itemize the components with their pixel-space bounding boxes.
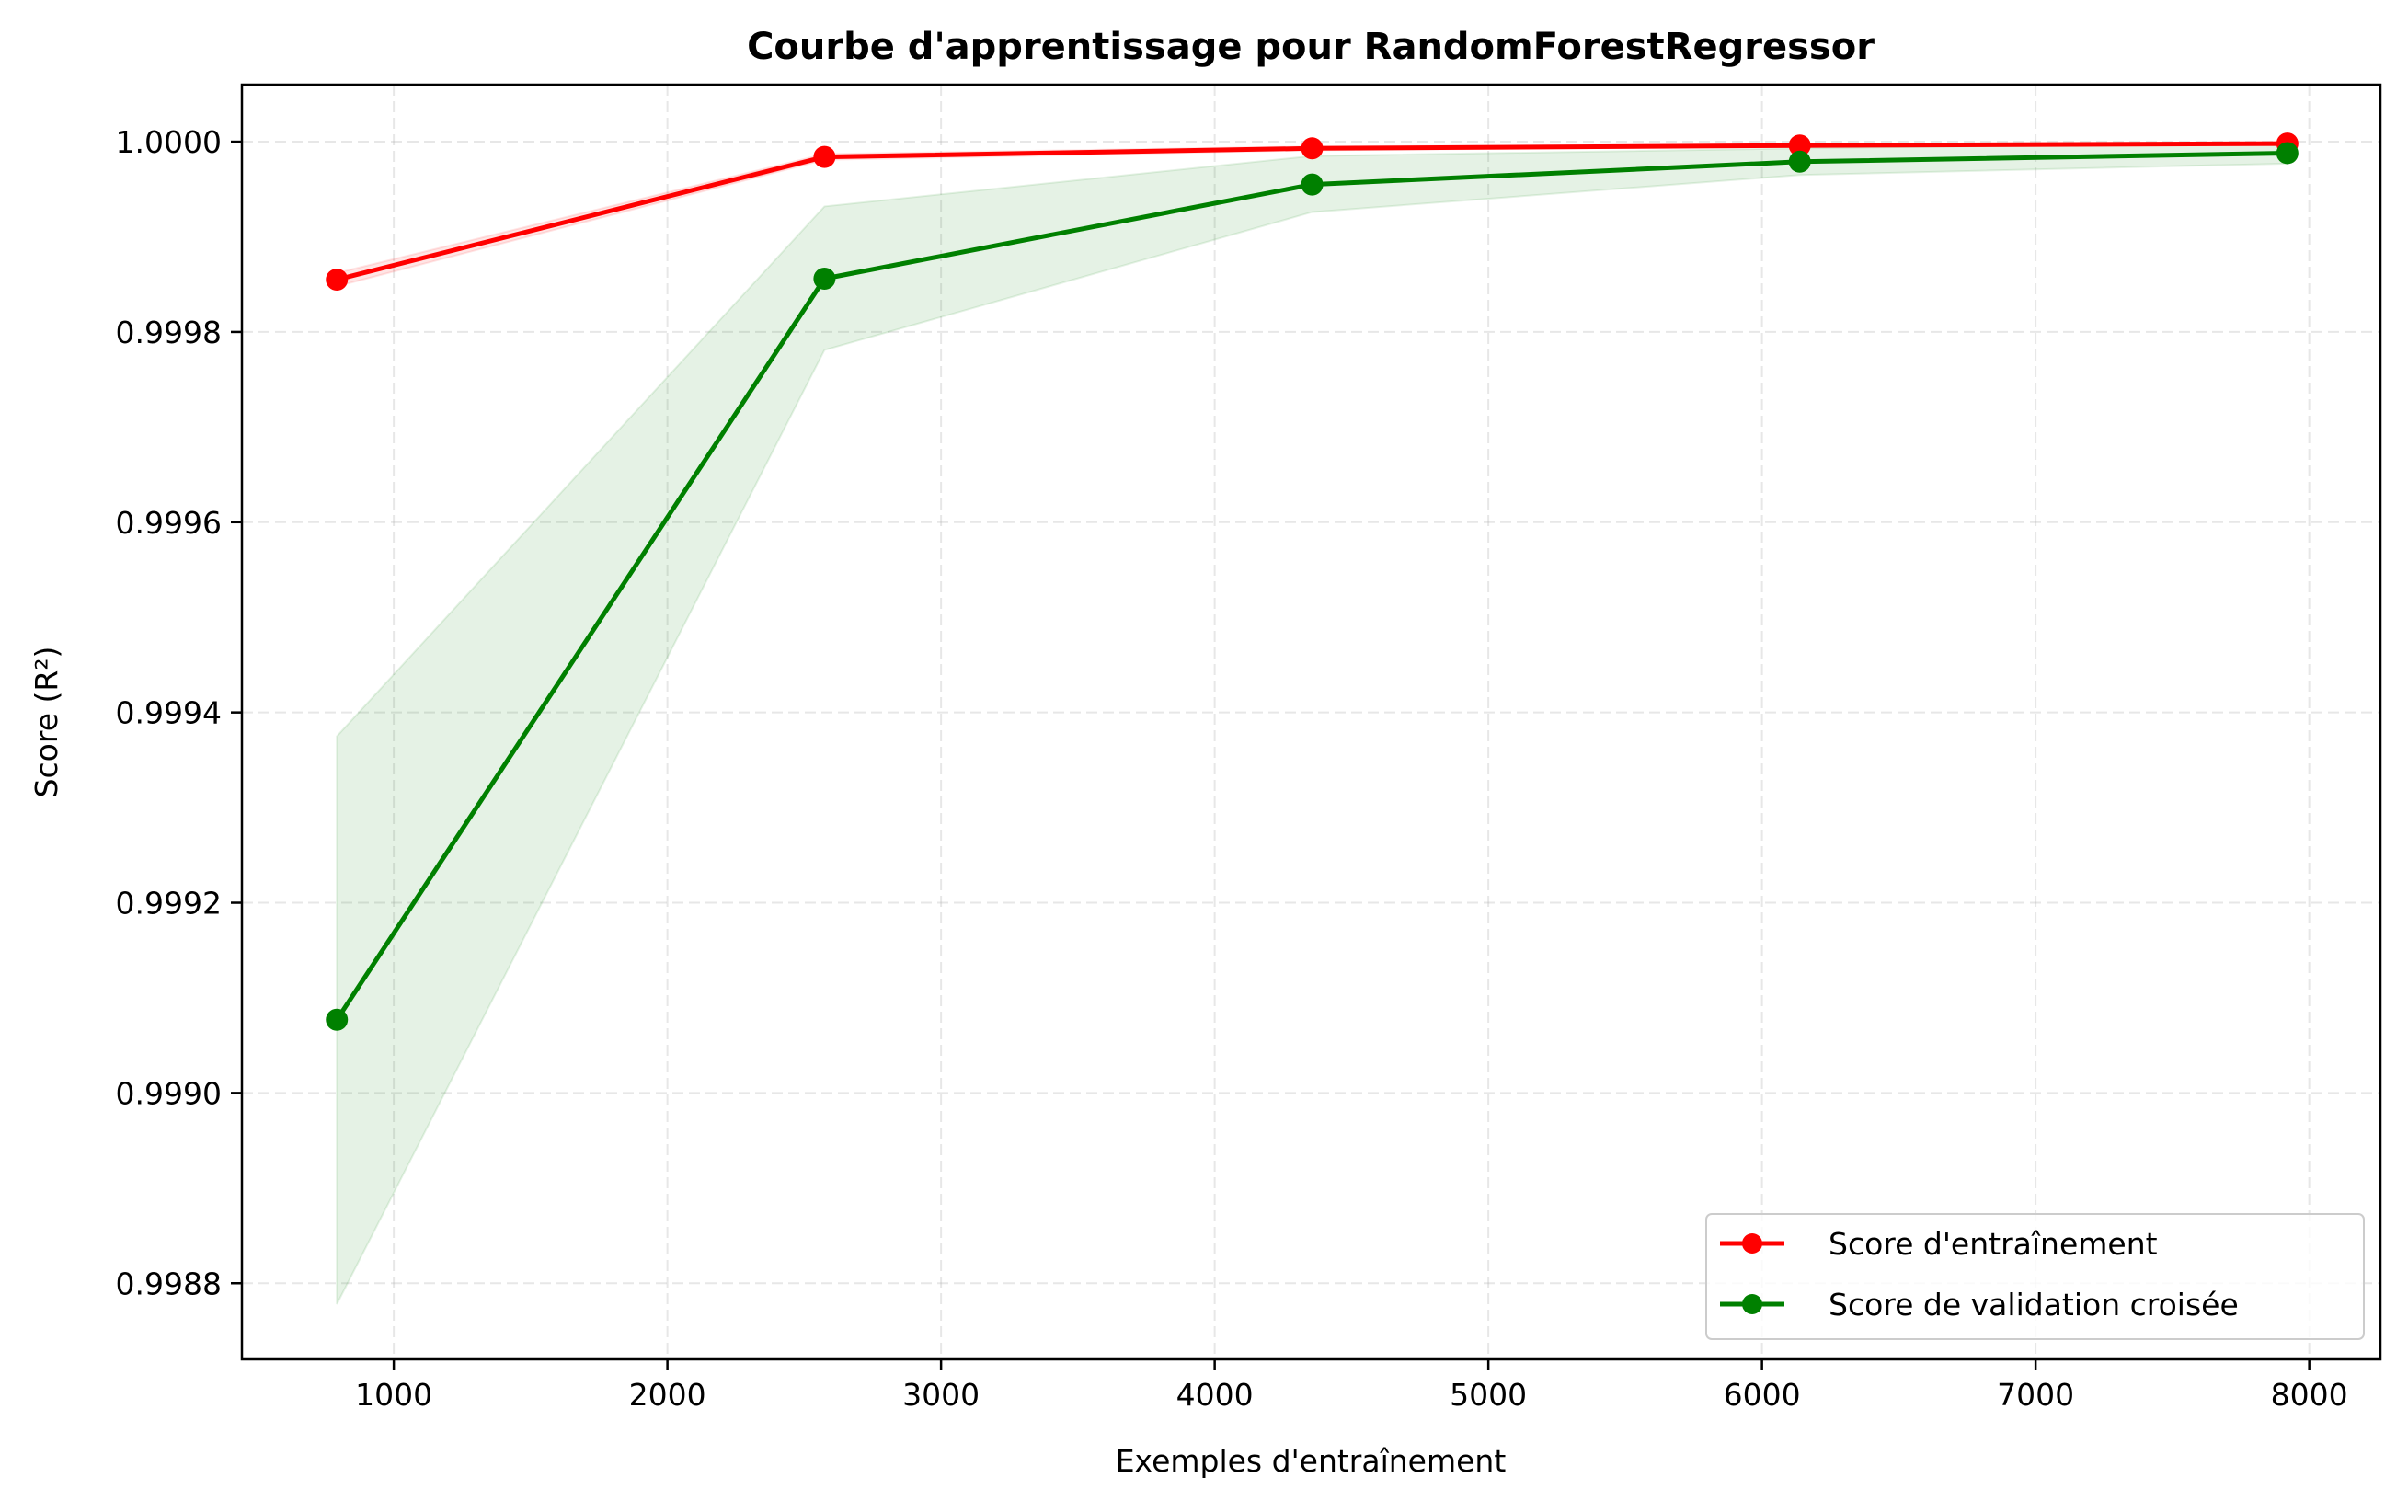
y-tick-label: 1.0000 [116, 124, 222, 160]
data-point-validation [1301, 173, 1324, 196]
legend-marker-validation [1742, 1294, 1762, 1314]
chart-title: Courbe d'apprentissage pour RandomForest… [747, 26, 1875, 68]
x-tick-label: 4000 [1176, 1377, 1254, 1413]
x-tick-label: 1000 [355, 1377, 432, 1413]
x-tick-label: 7000 [1997, 1377, 2074, 1413]
data-point-validation [2276, 142, 2299, 165]
y-tick-label: 0.9990 [116, 1075, 222, 1111]
data-point-train [813, 145, 836, 168]
x-tick-label: 8000 [2271, 1377, 2348, 1413]
y-tick-label: 0.9996 [116, 505, 222, 541]
data-point-validation [813, 268, 836, 291]
x-tick-label: 3000 [902, 1377, 980, 1413]
legend-marker-train [1742, 1233, 1762, 1254]
legend-label-validation: Score de validation croisée [1829, 1287, 2239, 1323]
legend-box [1705, 1213, 2365, 1340]
y-tick-label: 0.9998 [116, 315, 222, 350]
series-markers [326, 132, 2299, 1031]
data-point-validation [1788, 150, 1811, 173]
y-axis-title: Score (R²) [29, 647, 64, 798]
data-point-train [326, 269, 349, 292]
y-tick-label: 0.9994 [116, 695, 222, 731]
grid [242, 85, 2380, 1359]
x-tick-label: 5000 [1450, 1377, 1527, 1413]
legend-label-train: Score d'entraînement [1829, 1226, 2158, 1262]
data-point-train [1301, 137, 1324, 160]
y-tick-label: 0.9988 [116, 1266, 222, 1301]
plot-frame [240, 83, 2382, 1361]
x-tick-label: 2000 [629, 1377, 706, 1413]
x-tick-label: 6000 [1724, 1377, 1801, 1413]
axis-ticks: 1000 2000 3000 4000 5000 6000 7000 8000 0.9988 0.… [116, 124, 2348, 1413]
data-point-train [1788, 134, 1811, 157]
legend: Score d'entraînement Score de validation… [1705, 1213, 2365, 1340]
data-point-validation [326, 1008, 349, 1031]
y-tick-label: 0.9992 [116, 886, 222, 922]
x-axis-title: Exemples d'entraînement [1116, 1443, 1507, 1479]
